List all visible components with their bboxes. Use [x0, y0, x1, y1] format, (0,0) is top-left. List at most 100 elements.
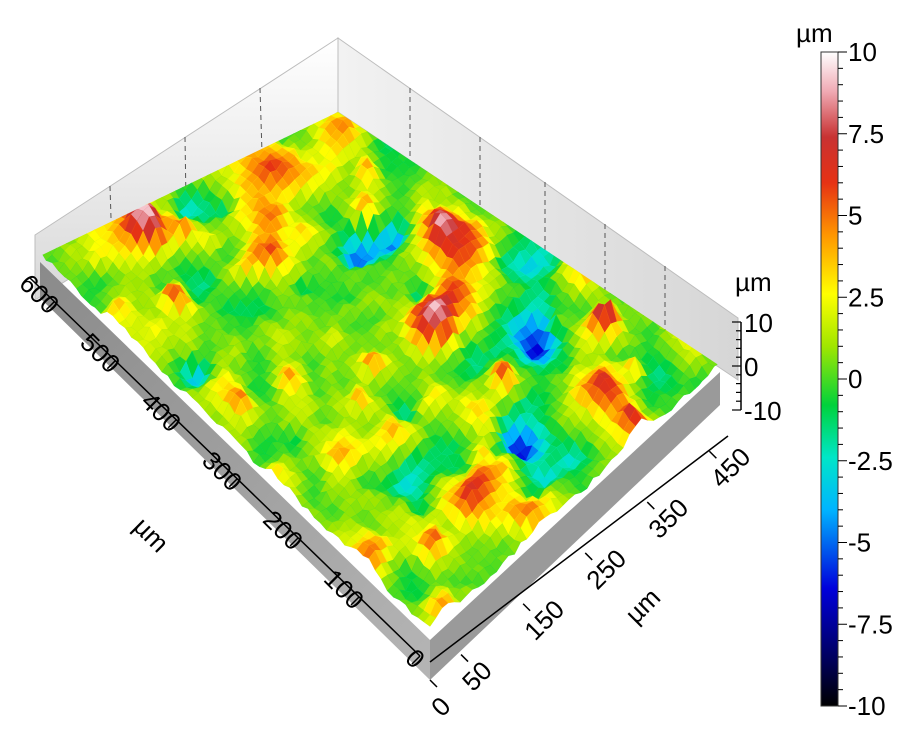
surface-cell: [348, 12, 360, 26]
surface-cell: [403, 62, 415, 77]
surface-cell: [397, 58, 409, 68]
surface-cell: [361, 23, 373, 41]
x-tick-mark: [289, 537, 299, 547]
surface-cell: [318, 33, 330, 45]
surface-cell: [276, 52, 288, 63]
surface-cell: [423, 614, 437, 627]
surface-cell: [215, 86, 227, 94]
surface-cell: [196, 112, 210, 123]
surface-cell: [258, 44, 270, 49]
colorbar-tick-label: 7.5: [848, 119, 884, 149]
surface-cell: [312, 0, 324, 11]
surface-cell: [294, 40, 306, 50]
surface-cell: [403, 76, 415, 85]
colorbar-tick-label: 0: [848, 364, 862, 394]
colorbar-unit-label: µm: [796, 18, 833, 48]
surface-cell: [252, 78, 264, 83]
surface-cell: [246, 85, 258, 90]
surface-cell: [172, 125, 186, 137]
z-tick-label: 10: [744, 308, 773, 338]
surface-cell: [227, 91, 239, 96]
y-tick-mark: [584, 552, 593, 561]
surface-cell: [300, 40, 312, 56]
surface-cell: [197, 95, 209, 109]
surface-cell: [306, 7, 318, 25]
y-tick-mark: [708, 450, 717, 459]
surface-cell: [342, 4, 354, 22]
surface-cell: [227, 78, 239, 91]
surface-cell: [397, 67, 409, 81]
surface-cell: [239, 64, 251, 77]
surface-cell: [209, 85, 221, 94]
colorbar-tick-label: -10: [848, 691, 886, 721]
surface-cell: [160, 136, 174, 148]
surface-cell: [264, 57, 276, 65]
surface-cell: [215, 81, 227, 86]
surface-cell: [276, 42, 288, 53]
surface-cell: [221, 85, 233, 93]
surface-cell: [306, 33, 318, 38]
surface-cell: [282, 38, 294, 46]
surface-cell: [318, 22, 330, 36]
surface-cell: [306, 25, 318, 36]
y-axis-line: [429, 435, 729, 663]
surface-cell: [282, 46, 294, 59]
y-tick-mark: [460, 654, 469, 663]
surface-cell: [234, 85, 246, 96]
surface-cell: [318, 36, 330, 43]
surface-cell: [367, 28, 379, 41]
colorbar-ticks: 10 7.5 5 2.5 0 -2.5 -5 -7.5 -10: [838, 37, 893, 721]
surface-cell: [240, 77, 252, 89]
surface-cell: [178, 113, 192, 130]
surface-cell: [142, 148, 156, 159]
surface-cell: [258, 57, 270, 69]
surface-cell: [264, 48, 276, 57]
surface-cell: [288, 54, 300, 65]
surface-cell: [246, 79, 258, 89]
y-axis-label: µm: [619, 582, 666, 629]
x-tick-mark: [411, 655, 421, 665]
surface-cell: [336, 0, 348, 13]
surface-cell: [233, 62, 245, 73]
surface-cell: [227, 72, 239, 78]
colorbar-tick-label: -5: [848, 528, 871, 558]
surface-cell: [385, 56, 397, 63]
z-axis-label: µm: [735, 267, 772, 297]
surface-cell: [270, 57, 282, 65]
surface-cell: [300, 33, 312, 40]
surface-cell: [282, 26, 294, 38]
surface-cell: [318, 0, 330, 22]
surface-cell: [252, 51, 264, 59]
left-side-face: [40, 262, 430, 680]
surface-cell: [391, 52, 403, 63]
surface-cell: [348, 26, 360, 41]
surface-cell: [312, 33, 324, 41]
surface-cell: [264, 63, 276, 79]
surface-cell: [312, 28, 324, 38]
surface-cell: [324, 0, 336, 14]
front-side-face: [430, 372, 720, 680]
surface-cell: [324, 0, 336, 2]
surface-cell: [270, 45, 282, 57]
surface-cell: [300, 25, 312, 37]
surface-cell: [221, 91, 233, 100]
surface-cell: [409, 65, 421, 76]
surface-cell: [288, 45, 300, 53]
surface-cell: [209, 91, 221, 110]
y-tick-label: 0: [425, 691, 456, 722]
z-axis: 10 0 -10: [732, 308, 782, 426]
surface-cell: [148, 143, 162, 155]
x-axis-line: [29, 277, 421, 657]
surface-cell: [367, 39, 379, 54]
surface-cell: [428, 84, 440, 101]
z-tick-label: -10: [744, 396, 782, 426]
y-tick-mark: [429, 679, 438, 688]
surface-cell: [355, 35, 367, 47]
surface-cell: [385, 46, 397, 56]
y-tick-label: 250: [580, 543, 632, 595]
z-tick-label: 0: [744, 352, 758, 382]
surface-cell: [336, 13, 348, 35]
x-axis-label: µm: [128, 511, 175, 558]
colorbar-tick-label: 5: [848, 201, 862, 231]
